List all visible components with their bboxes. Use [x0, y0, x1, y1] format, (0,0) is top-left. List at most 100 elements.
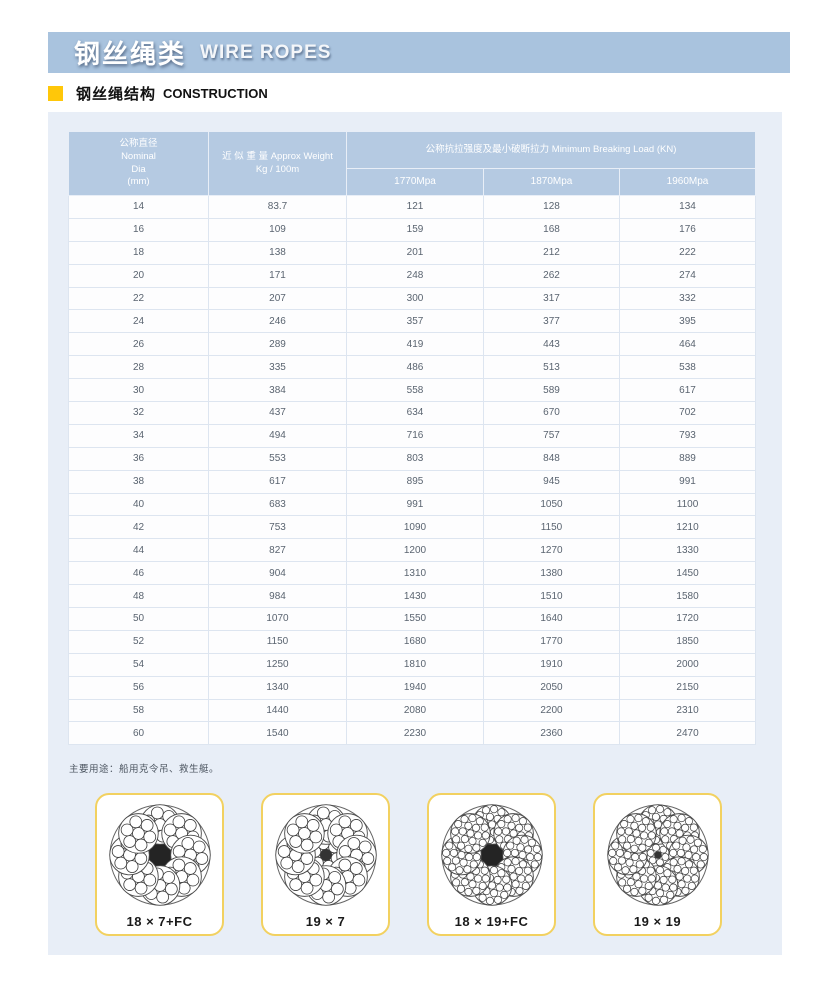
- table-row: 40 683 991 1050 1100: [68, 492, 757, 517]
- table-cell: 513: [483, 355, 620, 380]
- table-row: 34 494 716 757 793: [68, 423, 757, 448]
- table-cell: 2000: [618, 652, 757, 677]
- table-cell: 1940: [346, 675, 484, 700]
- table-cell: 1550: [346, 607, 484, 631]
- table-cell: 30: [68, 378, 209, 403]
- rope-card-19x7: 19 × 7: [261, 793, 390, 936]
- table-body: 14 83.7 121 128 134 16 109 159 168 176 18 138 201 212…: [68, 195, 757, 746]
- table-cell: 1910: [483, 652, 620, 677]
- table-cell: 28: [68, 355, 209, 380]
- table-row: 58 1440 2080 2200 2310: [68, 698, 757, 723]
- table-cell: 44: [68, 538, 209, 563]
- table-cell: 395: [618, 309, 757, 334]
- table-cell: 20: [68, 263, 209, 288]
- table-cell: 46: [68, 561, 209, 586]
- table-cell: 889: [618, 446, 757, 471]
- table-cell: 827: [208, 538, 347, 563]
- rope-card-label: 18 × 19+FC: [454, 914, 529, 929]
- table-row: 44 827 1200 1270 1330: [68, 538, 757, 563]
- table-cell: 486: [346, 355, 484, 380]
- table-cell: 1540: [208, 721, 347, 746]
- rope-card-label: 19 × 19: [633, 914, 682, 929]
- table-cell: 134: [618, 195, 757, 219]
- table-cell: 121: [346, 195, 484, 219]
- usage-footnote: 主要用途：船用克令吊、救生艇。: [69, 764, 220, 775]
- table-row: 18 138 201 212 222: [68, 240, 757, 265]
- table-cell: 207: [208, 286, 347, 311]
- table-cell: 248: [346, 263, 484, 288]
- table-cell: 1450: [618, 561, 757, 586]
- section-heading: 钢丝绳结构 CONSTRUCTION: [48, 84, 268, 103]
- table-row: 16 109 159 168 176: [68, 217, 757, 242]
- banner-title-en: WIRE ROPES: [200, 41, 332, 63]
- rope-card-18x19-fc: 18 × 19+FC: [427, 793, 556, 936]
- table-row: 46 904 1310 1380 1450: [68, 561, 757, 586]
- table-cell: 2230: [346, 721, 484, 746]
- table-cell: 1330: [618, 538, 757, 563]
- col-header-breaking-load-group: 公称抗拉强度及最小破断拉力 Minimum Breaking Load (KN): [345, 131, 757, 169]
- table-row: 52 1150 1680 1770 1850: [68, 629, 757, 654]
- col-header-grade-1870: 1870Mpa: [483, 168, 620, 196]
- section-title-en: CONSTRUCTION: [163, 85, 268, 101]
- table-cell: 1200: [346, 538, 484, 563]
- table-cell: 670: [483, 401, 620, 425]
- table-cell: 2200: [483, 698, 620, 723]
- table-cell: 702: [618, 401, 757, 425]
- table-cell: 716: [346, 423, 484, 448]
- table-cell: 40: [68, 492, 209, 517]
- table-cell: 984: [208, 584, 347, 609]
- table-cell: 1310: [346, 561, 484, 586]
- table-cell: 83.7: [208, 195, 347, 219]
- table-cell: 2150: [618, 675, 757, 700]
- table-cell: 1340: [208, 675, 347, 700]
- table-cell: 246: [208, 309, 347, 334]
- table-cell: 222: [618, 240, 757, 265]
- rope-cross-section-icon: [606, 804, 709, 906]
- table-cell: 109: [208, 217, 347, 242]
- table-cell: 904: [208, 561, 347, 586]
- table-cell: 50: [68, 607, 209, 631]
- table-row: 36 553 803 848 889: [68, 446, 757, 471]
- table-cell: 494: [208, 423, 347, 448]
- table-cell: 60: [68, 721, 209, 746]
- table-cell: 2470: [618, 721, 757, 746]
- rope-card-19x19: 19 × 19: [593, 793, 722, 936]
- table-cell: 54: [68, 652, 209, 677]
- table-cell: 991: [618, 469, 757, 494]
- table-cell: 48: [68, 584, 209, 609]
- table-cell: 168: [483, 217, 620, 242]
- table-cell: 895: [346, 469, 484, 494]
- table-cell: 634: [346, 401, 484, 425]
- table-row: 14 83.7 121 128 134: [68, 195, 757, 219]
- table-row: 20 171 248 262 274: [68, 263, 757, 288]
- table-cell: 52: [68, 629, 209, 654]
- table-cell: 2050: [483, 675, 620, 700]
- table-cell: 1770: [483, 629, 620, 654]
- table-row: 50 1070 1550 1640 1720: [68, 607, 757, 631]
- table-cell: 22: [68, 286, 209, 311]
- table-row: 30 384 558 589 617: [68, 378, 757, 403]
- table-cell: 538: [618, 355, 757, 380]
- table-cell: 419: [346, 332, 484, 357]
- table-cell: 58: [68, 698, 209, 723]
- table-cell: 2360: [483, 721, 620, 746]
- rope-cross-section-icon: [440, 804, 543, 906]
- table-row: 26 289 419 443 464: [68, 332, 757, 357]
- table-cell: 1050: [483, 492, 620, 517]
- table-cell: 558: [346, 378, 484, 403]
- rope-cross-section-icon: [274, 804, 377, 906]
- table-cell: 1380: [483, 561, 620, 586]
- table-cell: 212: [483, 240, 620, 265]
- table-cell: 171: [208, 263, 347, 288]
- rope-card-18x7-fc: 18 × 7+FC: [95, 793, 224, 936]
- table-cell: 1150: [208, 629, 347, 654]
- table-cell: 443: [483, 332, 620, 357]
- table-cell: 128: [483, 195, 620, 219]
- table-cell: 159: [346, 217, 484, 242]
- col-header-grade-1960: 1960Mpa: [618, 168, 757, 196]
- table-cell: 1210: [618, 515, 757, 540]
- table-cell: 24: [68, 309, 209, 334]
- table-cell: 1720: [618, 607, 757, 631]
- table-cell: 42: [68, 515, 209, 540]
- table-row: 56 1340 1940 2050 2150: [68, 675, 757, 700]
